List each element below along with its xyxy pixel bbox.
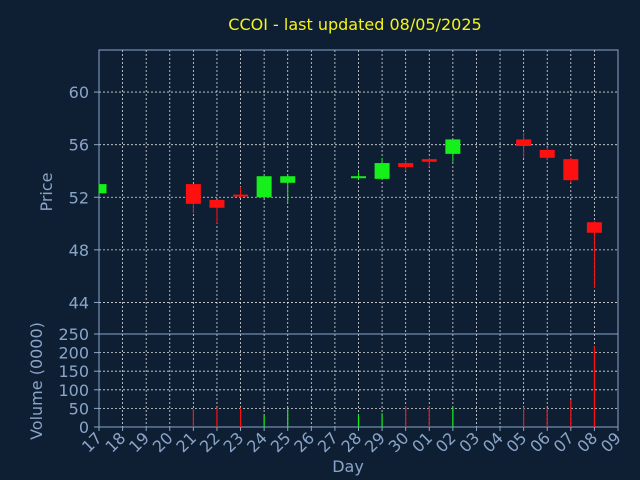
volume-tick-label: 50 xyxy=(69,399,89,418)
price-tick-label: 56 xyxy=(69,136,89,155)
candle-body xyxy=(280,176,296,183)
price-tick-label: 52 xyxy=(69,188,89,207)
candle-body xyxy=(563,159,579,181)
volume-tick-label: 0 xyxy=(79,418,89,437)
volume-y-axis-label: Volume (0000) xyxy=(27,322,46,440)
candle-body xyxy=(99,184,107,194)
candle-body xyxy=(233,194,249,197)
candle-body xyxy=(351,176,366,179)
candle-body xyxy=(256,176,272,198)
volume-tick-label: 100 xyxy=(58,381,89,400)
x-axis-label: Day xyxy=(332,457,364,476)
x-tick-label: 09 xyxy=(597,428,625,456)
candle-body xyxy=(586,222,602,233)
candle-body xyxy=(185,184,201,204)
chart-title: CCOI - last updated 08/05/2025 xyxy=(228,15,481,34)
candle-body xyxy=(516,139,532,146)
price-tick-label: 60 xyxy=(69,83,89,102)
price-tick-label: 44 xyxy=(69,293,89,312)
volume-panel: 0501001502002501718192021222324252627282… xyxy=(58,325,624,456)
candle-body xyxy=(374,163,390,179)
volume-tick-label: 200 xyxy=(58,344,89,363)
price-tick-label: 48 xyxy=(69,241,89,260)
candle-body xyxy=(398,163,414,168)
candle-body xyxy=(209,199,225,208)
candle-body xyxy=(445,139,461,154)
candle-body xyxy=(421,159,437,162)
volume-tick-label: 150 xyxy=(58,362,89,381)
volume-tick-label: 250 xyxy=(58,325,89,344)
candle-body xyxy=(539,149,555,158)
price-panel: 44 48 52 56 60 xyxy=(69,49,619,335)
price-y-axis-label: Price xyxy=(37,172,56,211)
